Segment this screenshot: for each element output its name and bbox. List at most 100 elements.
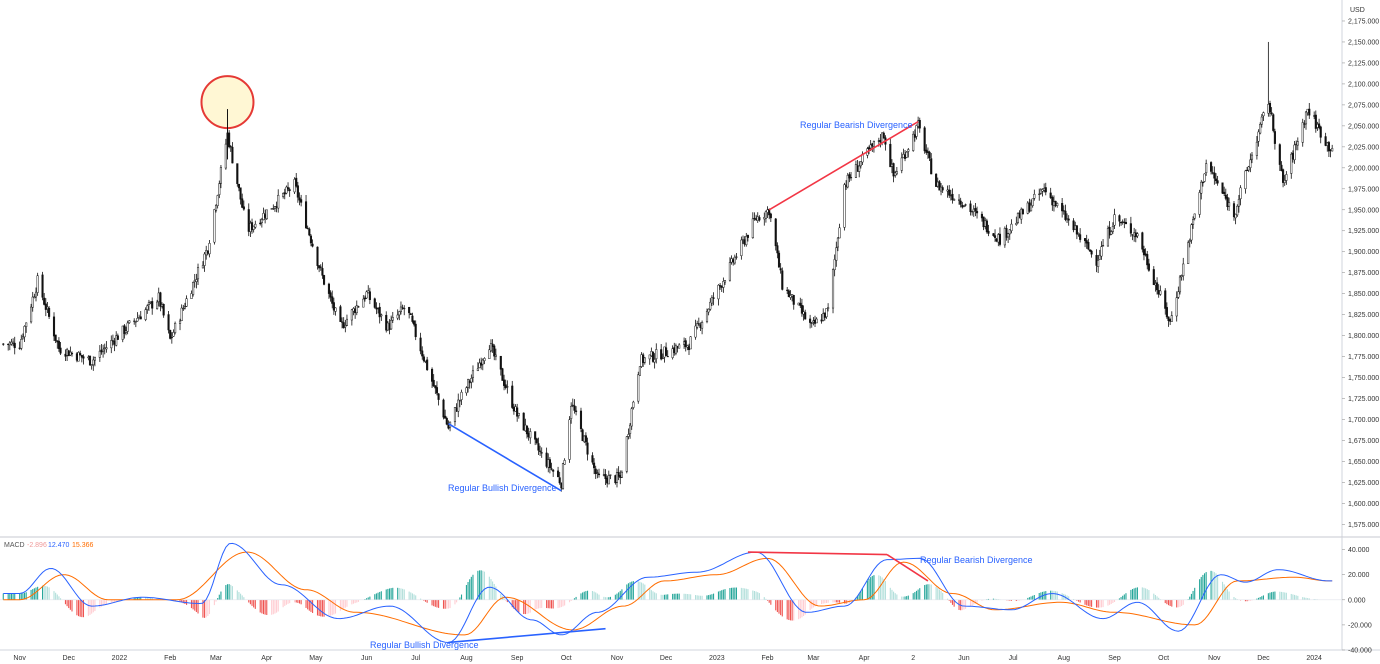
candle-body bbox=[342, 322, 345, 329]
candle-body bbox=[629, 424, 632, 434]
candle-body bbox=[1278, 144, 1281, 165]
candle-body bbox=[128, 320, 131, 324]
candle-body bbox=[355, 305, 358, 314]
candle-body bbox=[90, 364, 93, 366]
candle-body bbox=[1290, 153, 1293, 174]
candle-body bbox=[398, 311, 401, 316]
candle-body bbox=[309, 235, 313, 244]
candle-body bbox=[322, 275, 326, 285]
candle-body bbox=[584, 435, 587, 443]
candle-body bbox=[1005, 228, 1008, 238]
candle-body bbox=[527, 432, 530, 438]
candle-body bbox=[915, 125, 918, 137]
candle-body bbox=[740, 239, 743, 256]
candle-body bbox=[928, 151, 931, 159]
candle-body bbox=[247, 209, 250, 232]
candle-body bbox=[982, 216, 985, 228]
time-tick-label: Nov bbox=[13, 655, 26, 662]
candle-body bbox=[723, 280, 727, 283]
candle-body bbox=[1169, 319, 1172, 322]
candle-body bbox=[1077, 233, 1080, 235]
candle-body bbox=[552, 469, 555, 472]
candle-body bbox=[201, 264, 204, 269]
candle-body bbox=[260, 219, 263, 223]
candle-body bbox=[671, 348, 674, 358]
candle-body bbox=[665, 347, 668, 356]
candle-body bbox=[64, 353, 67, 357]
candle-body bbox=[890, 163, 893, 167]
time-tick-label: 2024 bbox=[1306, 655, 1322, 662]
price-tick-label: 1,875.000 bbox=[1348, 270, 1379, 277]
candle-body bbox=[308, 228, 311, 236]
candle-body bbox=[743, 239, 746, 245]
candle-body bbox=[350, 309, 353, 321]
candle-body bbox=[80, 354, 83, 358]
candle-body bbox=[87, 356, 90, 359]
time-tick-label: Apr bbox=[859, 655, 871, 662]
candle-body bbox=[1067, 218, 1070, 221]
candle-body bbox=[424, 360, 427, 362]
candle-body bbox=[720, 285, 723, 288]
candle-body bbox=[304, 201, 308, 229]
price-tick-label: 1,600.000 bbox=[1348, 501, 1379, 508]
candle-body bbox=[758, 217, 761, 221]
time-tick-label: Jul bbox=[1009, 655, 1018, 662]
candle-body bbox=[820, 319, 823, 322]
candle-body bbox=[1118, 215, 1121, 222]
macd-legend-signal: 15.366 bbox=[72, 542, 94, 549]
candle-body bbox=[277, 194, 280, 209]
candle-body bbox=[1110, 231, 1113, 235]
candle-body bbox=[643, 357, 646, 363]
candle-body bbox=[957, 199, 961, 201]
candle-body bbox=[838, 227, 841, 239]
time-tick-label: Mar bbox=[210, 655, 223, 662]
candle-body bbox=[867, 147, 871, 150]
candle-body bbox=[583, 435, 586, 442]
candle-body bbox=[79, 353, 82, 356]
candle-body bbox=[12, 341, 15, 344]
candle-body bbox=[786, 289, 789, 291]
candle-body bbox=[195, 279, 198, 282]
time-tick-label: Sep bbox=[1108, 655, 1121, 662]
candle-body bbox=[444, 415, 447, 419]
candle-body bbox=[36, 275, 39, 293]
candle-body bbox=[69, 351, 72, 356]
candle-body bbox=[846, 174, 849, 188]
candle-body bbox=[23, 326, 26, 338]
candle-body bbox=[573, 405, 576, 411]
candle-body bbox=[1008, 229, 1011, 235]
candle-body bbox=[1314, 114, 1317, 129]
candle-body bbox=[391, 317, 394, 321]
candle-body bbox=[126, 322, 129, 332]
candle-body bbox=[352, 308, 355, 312]
candle-body bbox=[1178, 276, 1182, 293]
candle-body bbox=[547, 459, 550, 468]
candle-body bbox=[926, 151, 929, 153]
candle-body bbox=[1331, 148, 1334, 152]
candle-body bbox=[46, 306, 49, 309]
candle-body bbox=[242, 206, 245, 210]
candle-body bbox=[264, 214, 267, 218]
candle-body bbox=[275, 206, 278, 208]
candle-body bbox=[445, 418, 448, 425]
candle-body bbox=[1052, 201, 1056, 207]
candle-body bbox=[1041, 189, 1044, 192]
candle-body bbox=[620, 471, 623, 478]
candle-body bbox=[273, 206, 276, 209]
candle-body bbox=[642, 354, 645, 363]
candle-body bbox=[1051, 197, 1054, 206]
candle-body bbox=[1267, 104, 1270, 114]
candle-body bbox=[1272, 114, 1275, 131]
candle-body bbox=[630, 408, 633, 427]
price-tick-label: 1,975.000 bbox=[1348, 186, 1379, 193]
candle-body bbox=[216, 195, 219, 206]
candle-body bbox=[138, 317, 141, 320]
candle-body bbox=[632, 401, 635, 408]
time-tick-label: Jun bbox=[958, 655, 969, 662]
price-tick-label: 2,025.000 bbox=[1348, 144, 1379, 151]
candle-body bbox=[660, 349, 663, 360]
candle-body bbox=[825, 308, 828, 318]
candle-body bbox=[791, 294, 794, 297]
candle-body bbox=[627, 434, 630, 437]
candle-body bbox=[1154, 283, 1157, 286]
